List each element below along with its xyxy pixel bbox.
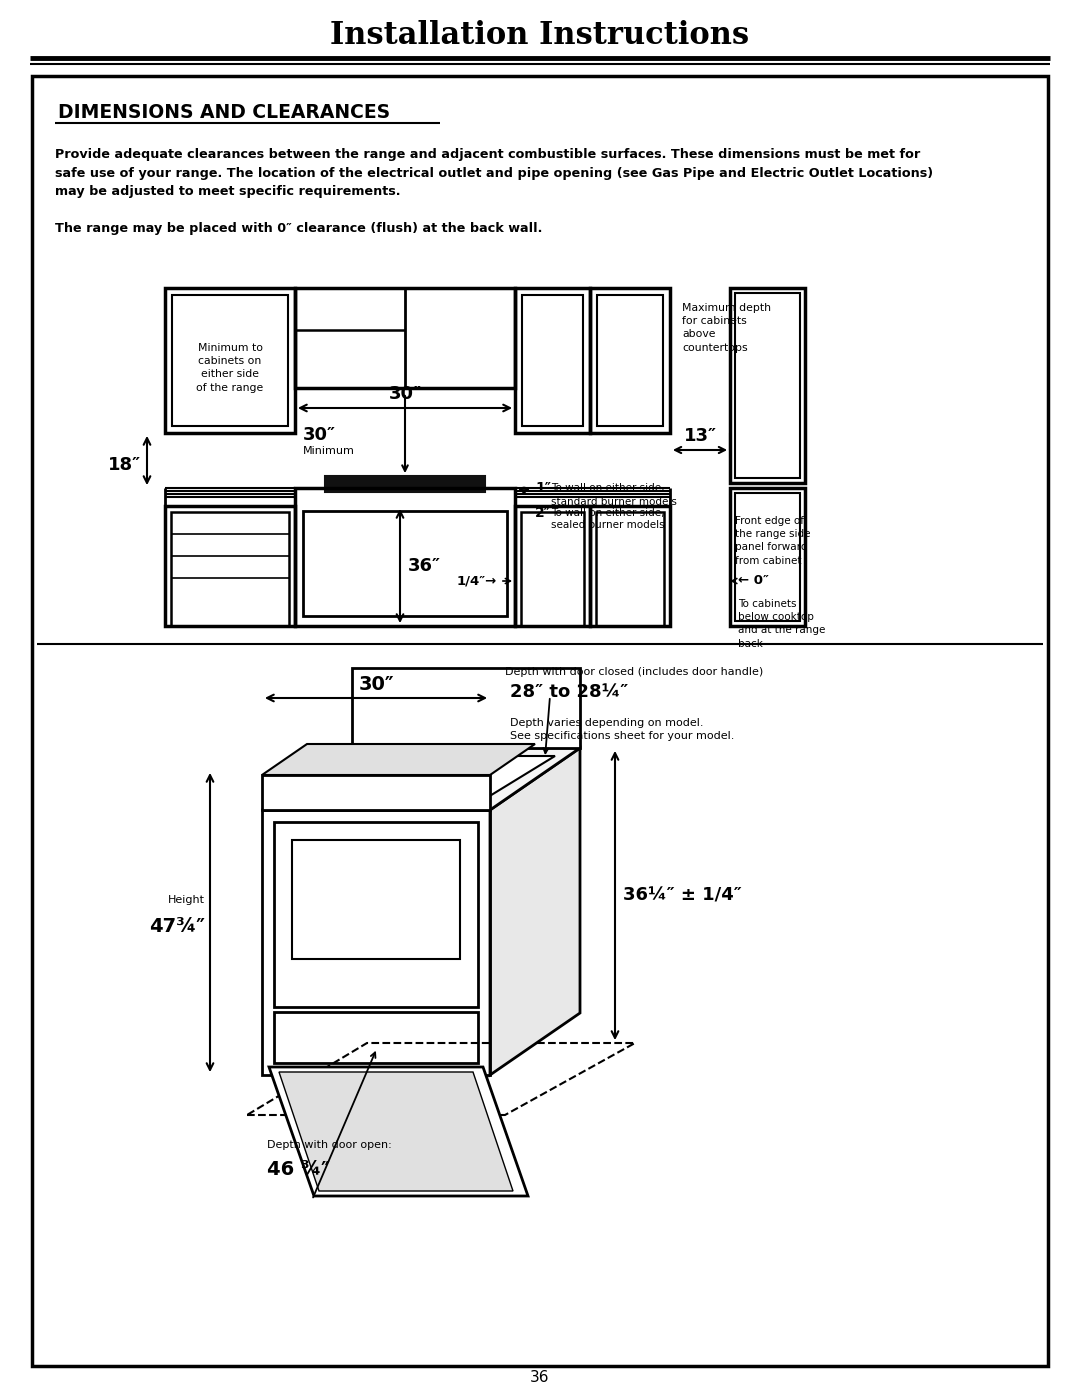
Text: Provide adequate clearances between the range and adjacent combustible surfaces.: Provide adequate clearances between the … [55, 148, 933, 198]
Bar [730, 488, 805, 626]
Text: 2″: 2″ [535, 506, 551, 520]
Polygon shape [262, 745, 535, 775]
Polygon shape [490, 747, 580, 1076]
Text: Depth with door open:: Depth with door open: [267, 1140, 392, 1150]
Bar [292, 840, 460, 958]
Text: 18″: 18″ [108, 455, 141, 474]
Text: Installation Instructions: Installation Instructions [330, 21, 750, 52]
Text: The range may be placed with 0″ clearance (flush) at the back wall.: The range may be placed with 0″ clearanc… [55, 222, 542, 235]
Text: 30″: 30″ [359, 675, 394, 693]
Bar [515, 506, 590, 626]
Text: Minimum to
cabinets on
either side
of the range: Minimum to cabinets on either side of th… [197, 344, 264, 393]
Bar [597, 295, 663, 426]
Text: 28″ to 28¼″: 28″ to 28¼″ [510, 683, 629, 701]
Bar [165, 288, 295, 433]
Bar [274, 1011, 478, 1063]
Bar [590, 288, 670, 433]
Bar [590, 506, 670, 626]
Bar [735, 293, 800, 478]
Polygon shape [279, 1071, 513, 1192]
Text: 30″: 30″ [389, 386, 421, 402]
Polygon shape [262, 775, 490, 810]
Bar [521, 511, 584, 626]
Bar [171, 511, 289, 626]
Text: Height: Height [168, 895, 205, 905]
Bar [735, 493, 800, 622]
Polygon shape [352, 668, 580, 747]
Polygon shape [276, 756, 555, 805]
Text: standard burner models: standard burner models [551, 497, 677, 507]
Bar [295, 288, 515, 388]
Bar [325, 476, 485, 492]
Text: To wall on either side,: To wall on either side, [551, 483, 664, 493]
Text: To cabinets
below cooktop
and at the range
back: To cabinets below cooktop and at the ran… [738, 599, 825, 648]
Text: 47¾″: 47¾″ [149, 918, 205, 936]
Text: sealed burner models: sealed burner models [551, 520, 664, 529]
Polygon shape [262, 747, 580, 810]
Text: DIMENSIONS AND CLEARANCES: DIMENSIONS AND CLEARANCES [58, 102, 390, 122]
Text: ← 0″: ← 0″ [738, 574, 769, 588]
Bar [515, 288, 590, 433]
Bar [295, 488, 515, 626]
Bar [596, 511, 664, 626]
Bar [274, 821, 478, 1007]
Bar [165, 506, 295, 626]
Text: 13″: 13″ [684, 427, 716, 446]
Text: Depth with door closed (includes door handle): Depth with door closed (includes door ha… [505, 666, 764, 678]
Text: 46 ¾″: 46 ¾″ [267, 1160, 329, 1179]
Text: To wall on either side,: To wall on either side, [551, 509, 664, 518]
Text: 1″: 1″ [535, 481, 551, 495]
Bar [303, 511, 507, 616]
Bar [730, 288, 805, 483]
Bar [522, 295, 583, 426]
Text: 36: 36 [530, 1370, 550, 1386]
Bar [172, 295, 288, 426]
Text: Minimum: Minimum [303, 446, 355, 455]
Text: Maximum depth
for cabinets
above
countertops: Maximum depth for cabinets above counter… [681, 303, 771, 352]
Polygon shape [269, 1067, 528, 1196]
Text: Front edge of
the range side
panel forward
from cabinet: Front edge of the range side panel forwa… [735, 515, 810, 566]
Text: Depth varies depending on model.
See specifications sheet for your model.: Depth varies depending on model. See spe… [510, 718, 734, 742]
Bar [262, 810, 490, 1076]
Text: 36¼″ ± 1/4″: 36¼″ ± 1/4″ [623, 886, 742, 904]
Text: 36″: 36″ [408, 557, 441, 576]
Text: 1/4″→: 1/4″→ [457, 574, 497, 588]
Text: 30″: 30″ [303, 426, 336, 444]
